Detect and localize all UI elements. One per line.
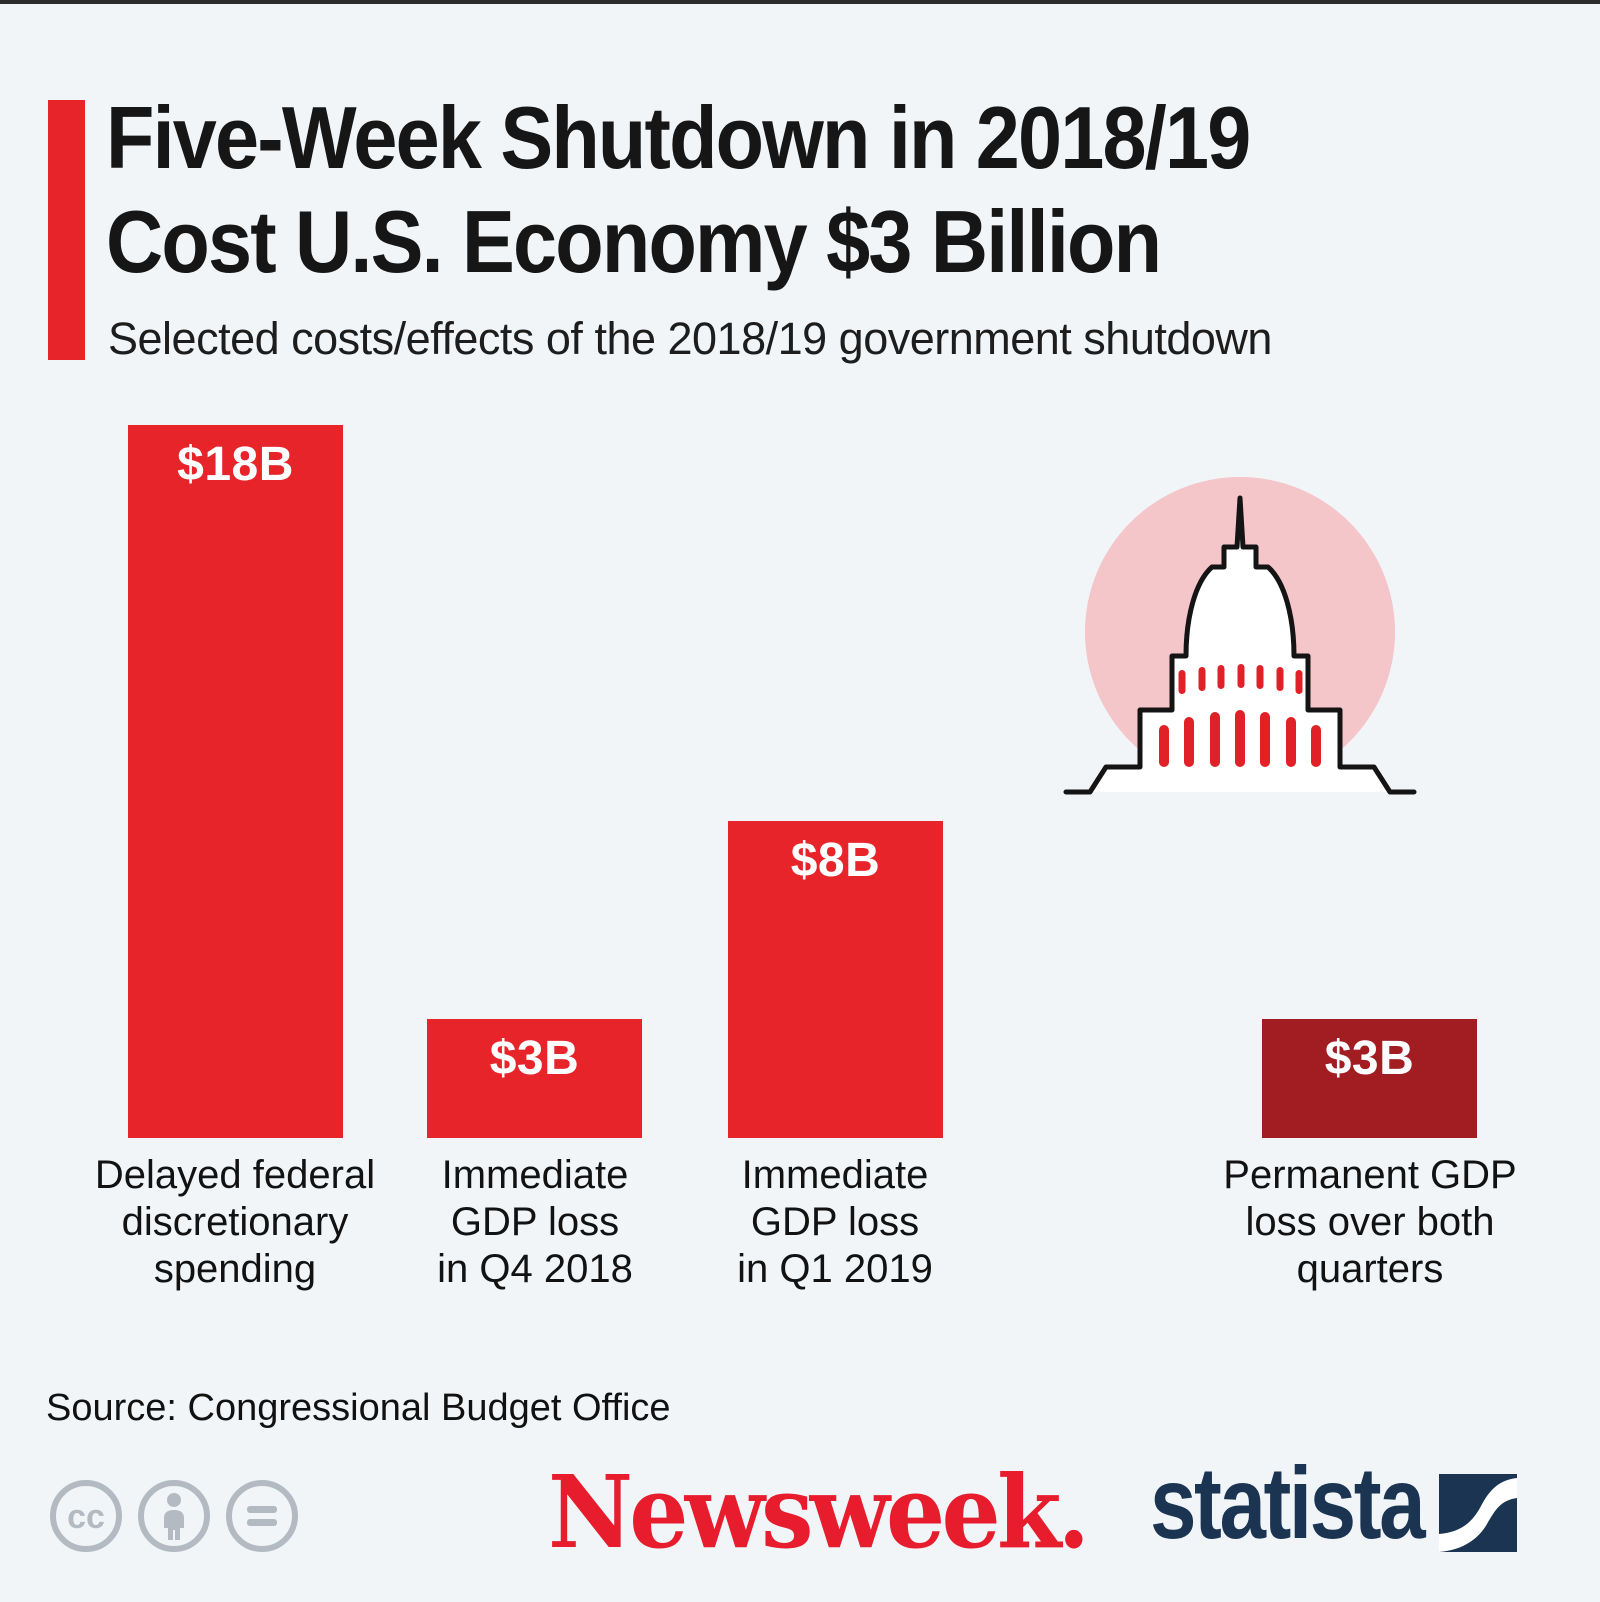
bar-gdp-loss-q4-2018: $3B xyxy=(427,1019,642,1138)
attribution-icon[interactable] xyxy=(136,1478,212,1554)
capitol-building-icon xyxy=(1063,477,1417,795)
bar-category-label: Immediate GDP loss in Q1 2019 xyxy=(737,1153,933,1291)
statista-logo[interactable]: statista xyxy=(1150,1446,1518,1560)
bar-gdp-loss-q1-2019: $8B xyxy=(728,821,943,1138)
bar-value-label: $3B xyxy=(1324,1032,1415,1085)
bar-category-label: Permanent GDP loss over both quarters xyxy=(1223,1153,1517,1291)
bar-value-label: $3B xyxy=(489,1032,580,1085)
bar-value-label: $8B xyxy=(790,834,881,887)
bar-category-label: Immediate GDP loss in Q4 2018 xyxy=(437,1153,633,1291)
creative-commons-icon[interactable]: cc xyxy=(48,1478,124,1554)
statista-logo-mark xyxy=(1439,1474,1518,1552)
svg-text:cc: cc xyxy=(67,1498,105,1536)
license-icons[interactable]: cc xyxy=(48,1478,300,1554)
source-text: Source: Congressional Budget Office xyxy=(46,1387,671,1429)
bar-category-label: Delayed federal discretionary spending xyxy=(94,1153,376,1291)
newsweek-logo[interactable]: Newsweek. xyxy=(548,1453,1090,1571)
title-accent-bar xyxy=(48,100,85,360)
page-title: Five-Week Shutdown in 2018/19 Cost U.S. … xyxy=(106,86,1377,294)
bar-value-label: $18B xyxy=(177,438,294,491)
bar-permanent-gdp-loss: $3B xyxy=(1262,1019,1477,1138)
bar-delayed-federal-spending: $18B xyxy=(128,425,343,1138)
title-line-2: Cost U.S. Economy $3 Billion xyxy=(106,192,1162,291)
no-derivatives-icon[interactable] xyxy=(224,1478,300,1554)
statista-logo-text: statista xyxy=(1150,1446,1426,1560)
title-line-1: Five-Week Shutdown in 2018/19 xyxy=(106,88,1251,187)
window-edge-strip xyxy=(0,0,1600,4)
subtitle: Selected costs/effects of the 2018/19 go… xyxy=(108,313,1272,364)
